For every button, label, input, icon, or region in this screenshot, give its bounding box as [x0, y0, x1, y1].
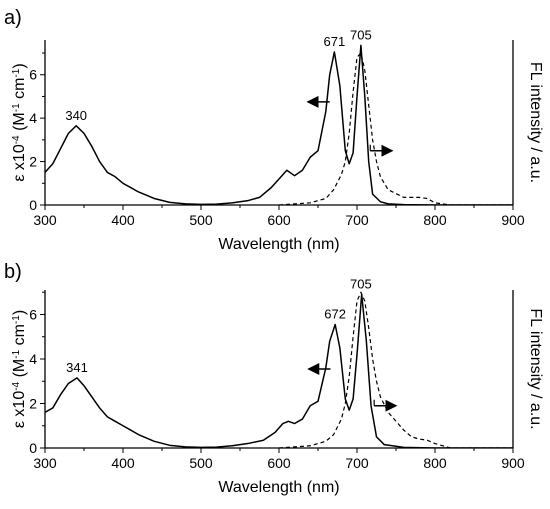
- y-tick-label: 2: [29, 395, 37, 411]
- absorption-series-line: [45, 293, 513, 448]
- x-axis-title: Wavelength (nm): [218, 479, 339, 496]
- x-tick-label: 400: [111, 212, 135, 228]
- y-tick-label: 4: [29, 351, 37, 367]
- y-axis-title-left-part: ): [11, 310, 28, 315]
- peak-label: 340: [65, 108, 87, 123]
- x-tick-label: 300: [33, 455, 57, 471]
- x-tick-label: 800: [423, 455, 447, 471]
- x-tick-label: 600: [267, 212, 291, 228]
- chart-panel-b: b) 300 400 500 600 700 800 900 0 2 4 6 Wavelength (n…: [4, 261, 544, 496]
- fluorescence-series-line: [278, 291, 513, 448]
- peak-label: 705: [350, 276, 372, 291]
- x-tick-label: 700: [345, 455, 369, 471]
- y-axis-title-left-part: ): [11, 63, 28, 68]
- y-axis-title-left-part: cm: [11, 78, 28, 104]
- y-axis-title-left-part: -4: [11, 381, 22, 390]
- panel-label: a): [4, 7, 22, 29]
- x-tick-label: 600: [267, 455, 291, 471]
- peak-label: 672: [324, 306, 346, 321]
- panel-label: b): [4, 261, 22, 283]
- y-axis-title-left: ε x10-4 (M-1 cm-1): [11, 310, 29, 428]
- y-axis-title-right: FL intensity / a.u.: [527, 308, 544, 429]
- y-axis-title-left-part: -4: [11, 135, 22, 144]
- y-tick-label: 4: [29, 110, 37, 126]
- y-tick-label: 6: [29, 67, 37, 83]
- x-tick-label: 900: [501, 455, 525, 471]
- y-tick-label: 0: [29, 197, 37, 213]
- y-axis-title-left-part: ε x10: [11, 144, 28, 181]
- y-axis-title-left-part: -1: [11, 68, 22, 77]
- x-tick-label: 800: [423, 212, 447, 228]
- y-axis-title-left: ε x10-4 (M-1 cm-1): [11, 63, 29, 181]
- x-tick-label: 900: [501, 212, 525, 228]
- y-axis-title-left-part: -1: [11, 315, 22, 324]
- peak-label: 705: [350, 27, 372, 42]
- x-tick-label: 300: [33, 212, 57, 228]
- y-axis-title-left-part: cm: [11, 324, 28, 350]
- x-tick-label: 700: [345, 212, 369, 228]
- chart-panel-a: a) 300 400 500 600 700 800 900 0 2 4 6 Wavelength (n…: [4, 7, 544, 253]
- y-tick-label: 6: [29, 306, 37, 322]
- y-axis-title-right: FL intensity / a.u.: [527, 62, 544, 183]
- x-axis-title: Wavelength (nm): [218, 236, 339, 253]
- x-tick-label: 500: [189, 455, 213, 471]
- y-tick-label: 2: [29, 154, 37, 170]
- y-axis-title-left-part: -1: [11, 349, 22, 358]
- y-axis-title-left-part: (M: [11, 112, 28, 135]
- y-tick-label: 0: [29, 440, 37, 456]
- peak-label: 671: [324, 34, 346, 49]
- peak-label: 341: [66, 360, 88, 375]
- y-axis-title-left-part: (M: [11, 359, 28, 382]
- y-axis-title-left-part: -1: [11, 103, 22, 112]
- y-axis-title-left-part: ε x10: [11, 391, 28, 428]
- fluorescence-series-line: [278, 52, 513, 205]
- x-tick-label: 400: [111, 455, 135, 471]
- x-tick-label: 500: [189, 212, 213, 228]
- absorption-series-line: [45, 44, 513, 205]
